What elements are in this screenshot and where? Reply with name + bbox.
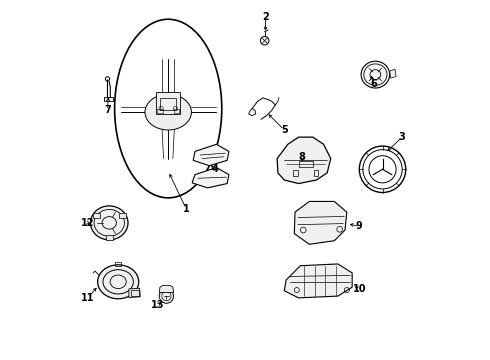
Text: 3: 3 (399, 132, 406, 142)
Circle shape (260, 36, 269, 45)
Bar (106, 235, 113, 240)
Polygon shape (390, 69, 396, 78)
Bar (119, 213, 126, 218)
Polygon shape (129, 288, 140, 297)
Text: 4: 4 (211, 164, 218, 174)
Bar (173, 109, 179, 113)
Circle shape (159, 289, 173, 303)
Bar (160, 98, 176, 111)
Text: 6: 6 (370, 78, 377, 89)
Bar (115, 262, 121, 266)
Text: 12: 12 (81, 218, 95, 228)
Text: 11: 11 (81, 293, 95, 303)
Polygon shape (277, 137, 331, 184)
Circle shape (359, 146, 406, 193)
Polygon shape (193, 144, 229, 166)
Polygon shape (284, 264, 352, 298)
Bar (104, 97, 113, 102)
Text: 13: 13 (151, 300, 164, 310)
Bar (156, 93, 180, 114)
Polygon shape (159, 285, 173, 293)
Text: 9: 9 (356, 221, 363, 231)
Ellipse shape (115, 19, 222, 198)
Bar (314, 170, 318, 176)
Bar (157, 109, 163, 113)
Text: 5: 5 (281, 125, 288, 135)
Text: 1: 1 (183, 203, 190, 213)
Bar (131, 290, 139, 296)
Text: 10: 10 (353, 284, 366, 294)
Ellipse shape (91, 206, 128, 240)
Ellipse shape (145, 94, 192, 130)
Polygon shape (294, 202, 347, 244)
Text: 7: 7 (104, 105, 111, 115)
Polygon shape (248, 109, 256, 116)
Polygon shape (192, 167, 229, 188)
Ellipse shape (361, 61, 390, 88)
Bar (293, 170, 297, 176)
Ellipse shape (98, 265, 139, 299)
Bar (93, 213, 100, 218)
Text: 2: 2 (262, 13, 269, 22)
Text: 8: 8 (299, 152, 306, 162)
Bar (298, 161, 313, 167)
